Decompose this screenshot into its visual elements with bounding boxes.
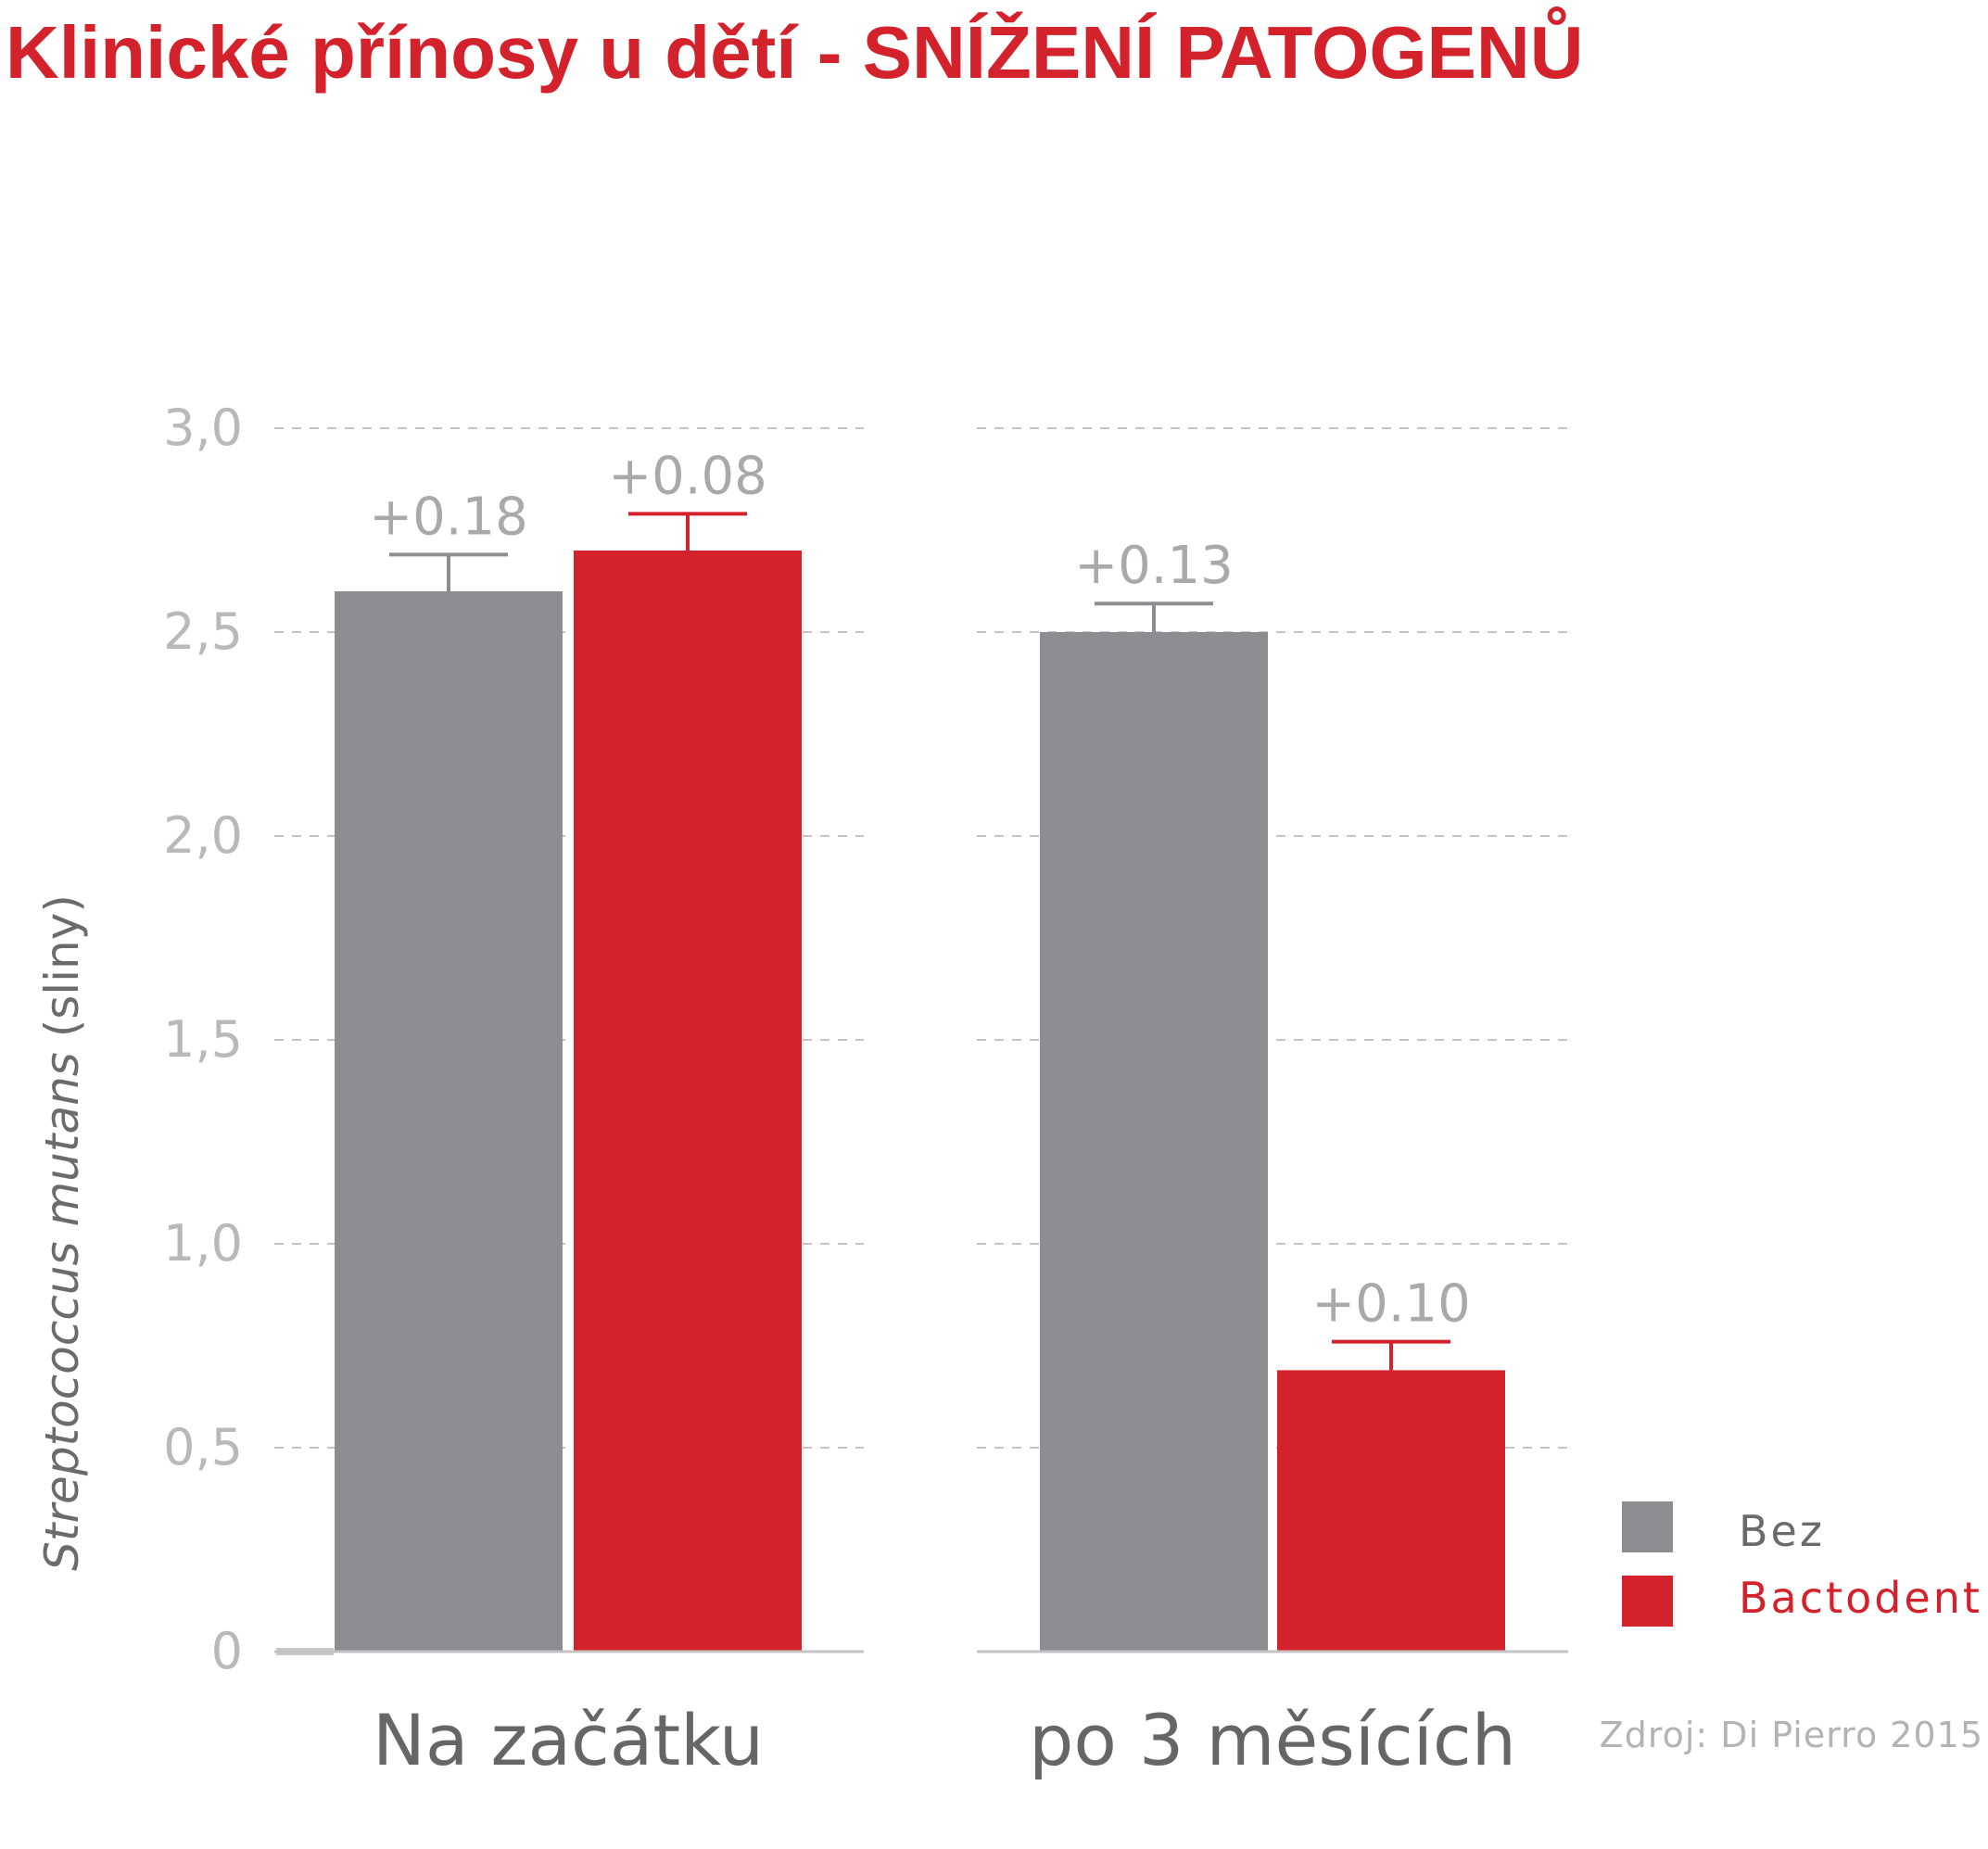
legend-swatch-bez [1622, 1501, 1673, 1552]
x-axis-category-labels: Na začátku po 3 měsících [373, 1699, 1516, 1781]
error-label-1-1: +0.10 [1311, 1274, 1471, 1335]
y-tick-label-4: 2,0 [163, 806, 243, 865]
error-label-0-1: +0.13 [1074, 536, 1234, 596]
error-label-0-0: +0.18 [369, 487, 528, 547]
legend-swatch-bactodent [1622, 1576, 1673, 1627]
chart-title: Klinické přínosy u dětí - SNÍŽENÍ PATOGE… [6, 6, 1583, 94]
y-tick-label-2: 1,0 [163, 1214, 243, 1273]
y-axis-label-unit: (sliny) [35, 894, 89, 1052]
legend-label-bez: Bez [1739, 1506, 1825, 1556]
y-tick-label-1: 0,5 [163, 1418, 243, 1476]
y-tick-label-6: 3,0 [163, 399, 243, 457]
bar-bactodent-1 [1277, 1370, 1505, 1652]
category-label-0: Na začátku [373, 1699, 764, 1781]
y-tick-label-5: 2,5 [163, 602, 243, 661]
y-tick-label-0: 0 [211, 1622, 243, 1680]
y-axis-label: Streptococcus mutans (sliny) [35, 894, 89, 1571]
y-axis-ticks: 0 0,5 1,0 1,5 2,0 2,5 3,0 [163, 399, 334, 1680]
source-note: Zdroj: Di Pierro 2015 [1600, 1715, 1983, 1755]
error-label-1-0: +0.08 [608, 446, 767, 506]
legend: Bez Bactodent [1622, 1501, 1982, 1627]
y-axis-label-italic: Streptococcus mutans [35, 1052, 89, 1571]
bars: +0.18 +0.13 +0.08 +0.10 [274, 446, 1568, 1653]
category-label-1: po 3 měsících [1029, 1699, 1516, 1781]
legend-label-bactodent: Bactodent [1739, 1573, 1982, 1623]
bar-bez-0 [335, 591, 563, 1652]
bar-bactodent-0 [574, 551, 802, 1652]
y-tick-label-3: 1,5 [163, 1010, 243, 1069]
bar-bez-1 [1040, 632, 1268, 1652]
